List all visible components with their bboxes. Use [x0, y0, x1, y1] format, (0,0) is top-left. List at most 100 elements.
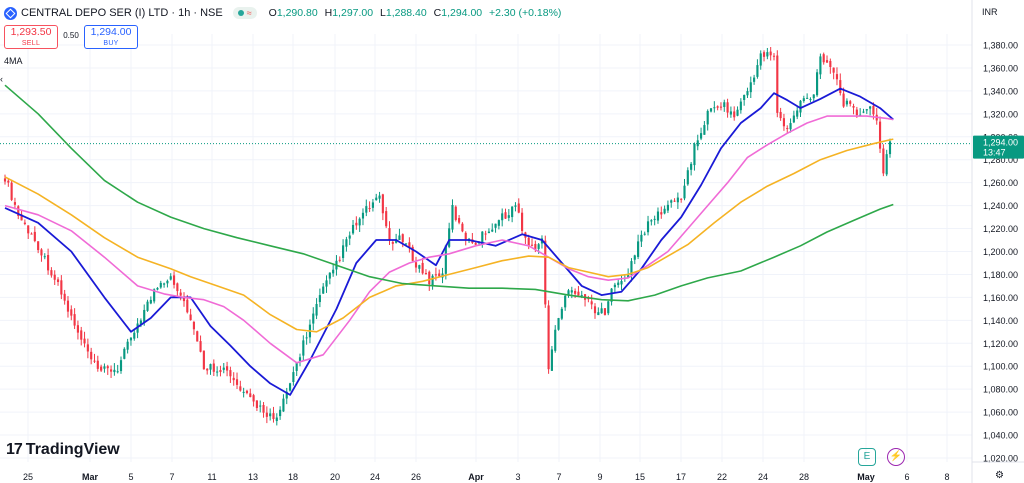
candle-body: [627, 274, 630, 278]
candle-body: [610, 288, 613, 302]
sell-button[interactable]: 1,293.50 SELL: [4, 25, 58, 49]
candle-body: [206, 368, 209, 371]
candle-body: [388, 228, 391, 240]
candle-body: [342, 245, 345, 259]
y-tick-label: 1,040.00: [983, 431, 1018, 441]
x-tick-label: 5: [128, 472, 133, 482]
candle-body: [123, 348, 126, 359]
y-tick-label: 1,220.00: [983, 224, 1018, 234]
candle-body: [249, 393, 252, 398]
candle-body: [332, 269, 335, 274]
collapse-legend-icon[interactable]: ‹: [0, 74, 3, 84]
candle-body: [514, 205, 517, 207]
candle-body: [47, 255, 50, 271]
x-tick-label: 24: [758, 472, 768, 482]
y-tick-label: 1,160.00: [983, 293, 1018, 303]
candle-body: [448, 228, 451, 247]
candle-body: [106, 366, 109, 369]
candle-body: [242, 391, 245, 393]
candle-body: [312, 313, 315, 324]
price-axis-bg[interactable]: [972, 0, 1024, 483]
candle-body: [802, 98, 805, 102]
candle-body: [527, 237, 530, 246]
candle-body: [481, 231, 484, 245]
candle-body: [302, 340, 305, 356]
candle-body: [100, 366, 103, 371]
buy-button[interactable]: 1,294.00 BUY: [84, 25, 138, 49]
candle-body: [756, 65, 759, 77]
candle-body: [232, 377, 235, 381]
candle-body: [348, 235, 351, 239]
candle-body: [411, 246, 414, 261]
candle-body: [554, 329, 557, 351]
candle-body: [849, 101, 852, 104]
candle-body: [245, 390, 249, 394]
candle-body: [325, 280, 328, 287]
candle-body: [762, 52, 766, 57]
candle-body: [153, 289, 156, 302]
candle-body: [421, 262, 424, 274]
candle-body: [501, 213, 504, 221]
candle-body: [322, 286, 325, 294]
candle-body: [547, 305, 550, 370]
candle-body: [511, 206, 514, 218]
candle-body: [497, 220, 500, 226]
y-tick-label: 1,240.00: [983, 201, 1018, 211]
time-axis: 25 Mar 5 7 11 13 18 20 24 26 Apr 3 7 9 15 17 22 24 28 May 6 8: [23, 472, 950, 482]
candle-body: [63, 293, 66, 301]
candle-body: [550, 349, 553, 371]
candle-body: [789, 123, 792, 130]
candle-body: [557, 318, 560, 330]
candle-body: [408, 242, 411, 248]
tradingview-logo[interactable]: 17 TradingView: [6, 441, 120, 459]
indicator-legend[interactable]: 4MA: [4, 56, 23, 66]
candle-body: [620, 281, 623, 285]
x-tick-label: 15: [635, 472, 645, 482]
candle-body: [772, 55, 776, 57]
candle-body: [176, 283, 179, 292]
currency-label[interactable]: INR: [982, 7, 998, 17]
candle-body: [713, 107, 716, 109]
candle-body: [146, 301, 149, 311]
lightning-icon[interactable]: ⚡: [887, 448, 905, 466]
candle-body: [484, 233, 487, 235]
candle-body: [255, 400, 258, 409]
candle-body: [819, 56, 822, 75]
candle-body: [888, 141, 892, 155]
candle-body: [640, 234, 643, 242]
symbol-title[interactable]: CENTRAL DEPO SER (I) LTD · 1h · NSE: [21, 7, 223, 19]
candle-body: [37, 241, 40, 251]
candle-body: [699, 133, 703, 139]
candle-body: [172, 275, 176, 285]
candle-body: [428, 271, 431, 285]
candle-body: [537, 244, 540, 249]
candle-body: [20, 214, 23, 221]
candle-body: [593, 306, 597, 314]
candle-body: [653, 218, 656, 220]
sell-label: SELL: [21, 40, 41, 47]
candle-body: [275, 417, 278, 422]
candle-body: [743, 95, 746, 100]
candle-body: [103, 366, 106, 369]
candle-body: [285, 391, 288, 399]
bar-countdown: 13:47: [983, 148, 1006, 158]
candle-body: [66, 300, 70, 312]
candle-body: [318, 295, 321, 303]
candle-body: [288, 383, 292, 391]
candle-body: [60, 280, 63, 295]
current-price-value: 1,294.00: [983, 138, 1018, 148]
candle-body: [40, 249, 43, 256]
candle-body: [885, 154, 888, 175]
candle-body: [229, 370, 232, 377]
ohlc-values: O1,290.80 H1,297.00 L1,288.40 C1,294.00 …: [269, 7, 562, 19]
symbol-logo-icon[interactable]: [4, 6, 17, 20]
buy-price: 1,294.00: [90, 26, 132, 38]
market-status-badge[interactable]: ≈: [232, 7, 257, 19]
gear-icon[interactable]: ⚙: [995, 470, 1004, 481]
candle-body: [139, 320, 142, 326]
earnings-icon[interactable]: E: [858, 448, 876, 466]
current-price-tag: [973, 135, 1024, 159]
candle-body: [398, 235, 401, 241]
candle-body: [438, 273, 441, 277]
